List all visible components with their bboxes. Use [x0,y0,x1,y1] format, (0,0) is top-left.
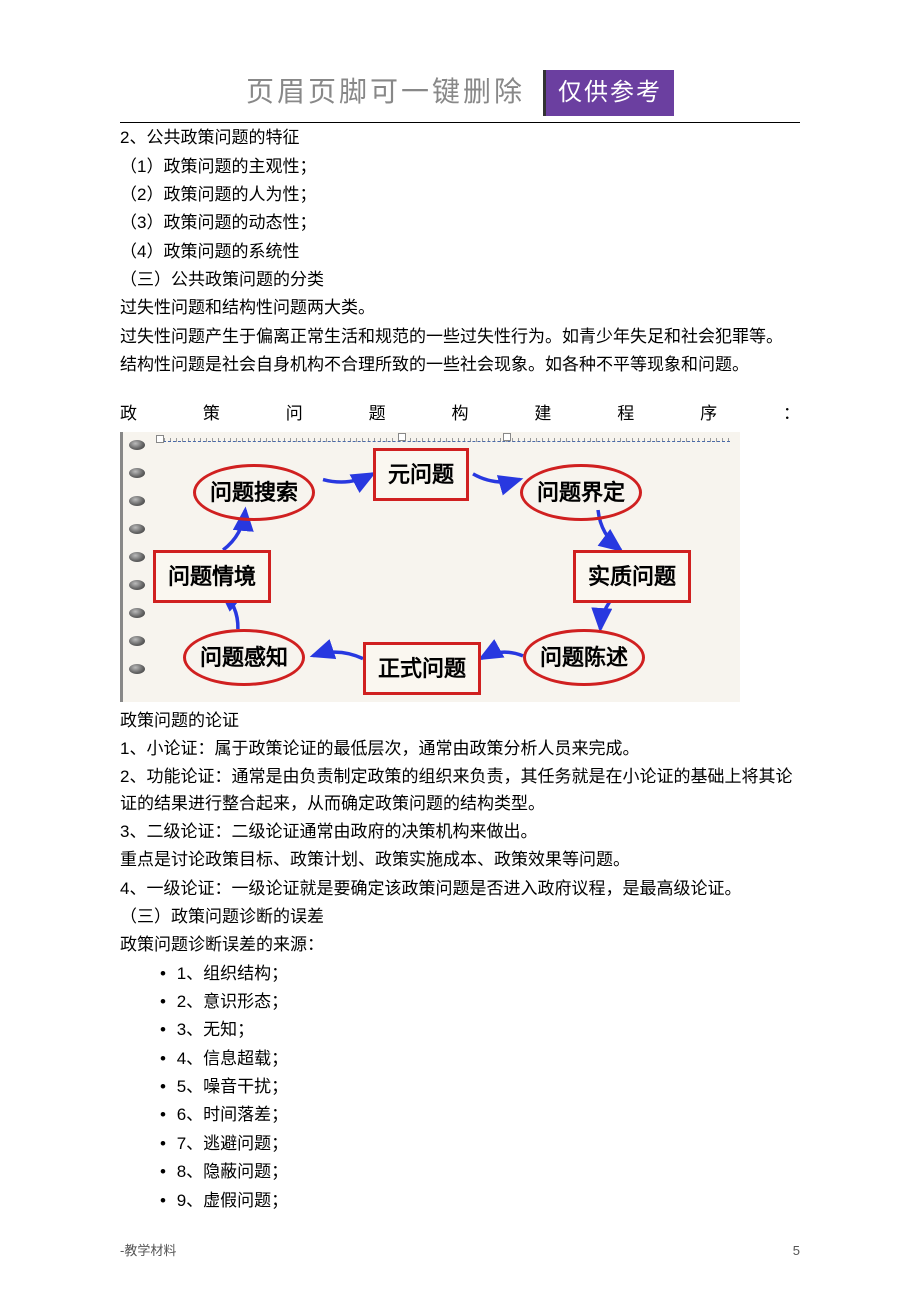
error-source-item: 6、时间落差； [180,1102,800,1128]
body-content: 2、公共政策问题的特征 （1）政策问题的主观性； （2）政策问题的人为性； （3… [120,125,800,378]
error-source-item: 4、信息超载； [180,1046,800,1072]
argument-title: 政策问题的论证 [120,708,800,734]
error-source-item: 1、组织结构； [180,961,800,987]
ruler-handle [398,433,406,441]
class-intro: 过失性问题和结构性问题两大类。 [120,295,800,321]
bullet-dot [129,440,145,450]
title-char: 建 [534,400,551,427]
diagram-node-yuan: 元问题 [373,448,469,501]
header-divider [120,122,800,123]
footer-left: -教学材料 [120,1241,176,1262]
argument-section: 政策问题的论证 1、小论证：属于政策论证的最低层次，通常由政策分析人员来完成。 … [120,708,800,1214]
ruler-handle [503,433,511,441]
bullet-dot [129,524,145,534]
title-char: ： [783,400,800,427]
diagram-arrow [313,652,363,659]
bullet-dot [129,552,145,562]
title-char: 策 [203,400,220,427]
error-source-item: 7、逃避问题； [180,1131,800,1157]
diagram-title: 政 策 问 题 构 建 程 序 ： [120,400,800,427]
argument-p3b: 重点是讨论政策目标、政策计划、政策实施成本、政策效果等问题。 [120,847,800,873]
diagram-node-sousuo: 问题搜索 [193,464,315,521]
ruler-handle [156,435,164,443]
diagram-node-jieding: 问题界定 [520,464,642,521]
error-source-item: 9、虚假问题； [180,1188,800,1214]
diagram-container: 元问题 问题搜索 问题界定问题情境 实质问题问题感知 正式问题问题陈述 [120,432,740,702]
title-char: 题 [369,400,386,427]
title-char: 程 [617,400,634,427]
section-2-title: 2、公共政策问题的特征 [120,125,800,151]
diagram-node-ganzhi: 问题感知 [183,629,305,686]
feature-4: （4）政策问题的系统性 [120,239,800,265]
bullet-dot [129,636,145,646]
diagram-arrow [323,473,373,481]
feature-1: （1）政策问题的主观性； [120,154,800,180]
bullet-dot [129,468,145,478]
diagram-ruler [158,438,730,442]
class-line-2: 结构性问题是社会自身机构不合理所致的一些社会现象。如各种不平等现象和问题。 [120,352,800,378]
argument-src-title: 政策问题诊断误差的来源： [120,932,800,958]
section-3-title: （三）公共政策问题的分类 [120,267,800,293]
bullet-dot [129,580,145,590]
error-source-item: 5、噪音干扰； [180,1074,800,1100]
diagram-node-qingjing: 问题情境 [153,550,271,603]
page-footer: -教学材料 5 [120,1241,800,1262]
error-source-item: 8、隐蔽问题； [180,1159,800,1185]
error-source-item: 3、无知； [180,1017,800,1043]
footer-page-number: 5 [793,1241,800,1262]
feature-3: （3）政策问题的动态性； [120,210,800,236]
header-badge: 仅供参考 [543,70,674,116]
diagram-node-chenshu: 问题陈述 [523,629,645,686]
error-source-list: 1、组织结构；2、意识形态；3、无知； 4、信息超载；5、噪音干扰；6、时间落差；… [180,961,800,1214]
diagram-node-shizhi: 实质问题 [573,550,691,603]
bullet-dot [129,608,145,618]
bullet-dot [129,496,145,506]
diagram-bullet-column [129,440,145,674]
diagram-arrow [473,474,520,482]
class-line-1: 过失性问题产生于偏离正常生活和规范的一些过失性行为。如青少年失足和社会犯罪等。 [120,324,800,350]
argument-p4: 4、一级论证：一级论证就是要确定该政策问题是否进入政府议程，是最高级论证。 [120,876,800,902]
argument-sec3: （三）政策问题诊断的误差 [120,904,800,930]
feature-2: （2）政策问题的人为性； [120,182,800,208]
argument-p2: 2、功能论证：通常是由负责制定政策的组织来负责，其任务就是在小论证的基础上将其论… [120,764,800,817]
bullet-dot [129,664,145,674]
header-title: 页眉页脚可一键删除 [246,71,525,116]
argument-p1: 1、小论证：属于政策论证的最低层次，通常由政策分析人员来完成。 [120,736,800,762]
error-source-item: 2、意识形态； [180,989,800,1015]
title-char: 政 [120,400,137,427]
diagram-node-zhengshi: 正式问题 [363,642,481,695]
diagram-arrow [481,652,523,658]
title-char: 序 [700,400,717,427]
argument-p3: 3、二级论证：二级论证通常由政府的决策机构来做出。 [120,819,800,845]
page-header: 页眉页脚可一键删除 仅供参考 [120,70,800,116]
title-char: 构 [452,400,469,427]
title-char: 问 [286,400,303,427]
